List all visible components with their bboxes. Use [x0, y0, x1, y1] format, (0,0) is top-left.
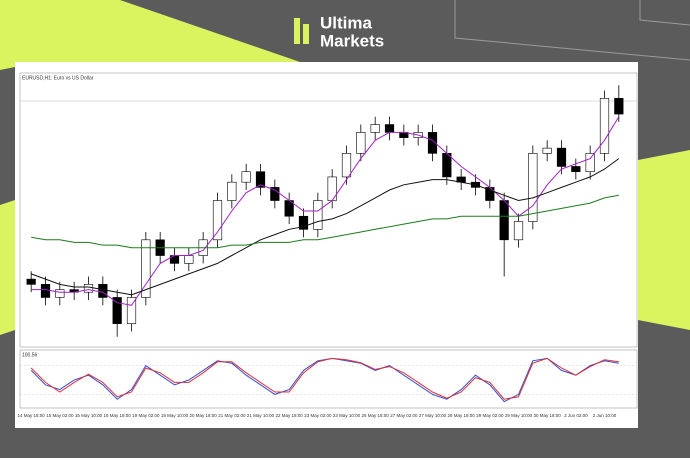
candle-body — [26, 278, 36, 285]
accent — [0, 200, 15, 335]
x-tick-label: 14 May 18:00 — [18, 413, 46, 418]
candle-body — [585, 153, 595, 173]
candle-body — [384, 124, 395, 133]
chart-title: EURUSD,H1: Euro vs US Dollar — [22, 75, 94, 81]
candle-body — [571, 166, 581, 173]
candle-body — [341, 153, 352, 178]
x-tick-label: 19 May 10:00 — [161, 413, 189, 418]
candle-body — [298, 215, 309, 230]
x-tick-label: 2 Jun 10:00 — [593, 413, 617, 418]
x-tick-label: 20 May 18:00 — [190, 413, 218, 418]
x-tick-label: 29 May 10:00 — [505, 413, 533, 418]
accent-cut — [120, 0, 300, 62]
candle-body — [227, 181, 237, 201]
candle-body — [112, 297, 122, 324]
candle-body — [513, 221, 524, 241]
x-tick-label: 26 May 18:00 — [362, 413, 390, 418]
x-tick-label: 23 May 10:00 — [333, 413, 361, 418]
accent — [638, 150, 690, 330]
accent — [0, 0, 40, 70]
x-tick-label: 21 May 10:00 — [247, 413, 275, 418]
candle-body — [270, 187, 280, 201]
candle-body — [528, 153, 538, 222]
candle-body — [98, 284, 108, 298]
candle-body — [212, 200, 223, 241]
x-tick-label: 28 May 18:00 — [448, 413, 476, 418]
candle-body — [542, 147, 552, 154]
candle-body — [370, 124, 380, 133]
indicator-line — [31, 194, 619, 249]
x-tick-label: 21 May 02:00 — [218, 413, 246, 418]
candle-body — [442, 153, 452, 178]
x-tick-label: 29 May 02:00 — [476, 413, 504, 418]
deco-line — [639, 0, 690, 26]
logo-mark — [294, 18, 300, 44]
indicator-line — [30, 357, 619, 400]
candle-body — [184, 255, 194, 264]
x-tick-label: 16 May 18:00 — [104, 413, 132, 418]
candle-body — [141, 239, 151, 298]
candle-body — [599, 98, 610, 154]
candle-body — [40, 284, 51, 298]
logo: Ultima Markets — [294, 13, 384, 50]
indicator-line — [31, 158, 620, 296]
price-frame — [19, 72, 638, 348]
logo-mark — [303, 24, 309, 44]
x-tick-label: 23 May 02:00 — [304, 413, 332, 418]
candle-body — [83, 284, 94, 293]
candle-body — [313, 200, 323, 230]
brand-name: Ultima — [320, 13, 373, 32]
x-tick-label: 27 May 02:00 — [390, 413, 418, 418]
x-tick-label: 19 May 02:00 — [132, 413, 160, 418]
x-tick-label: 27 May 10:00 — [419, 413, 447, 418]
stoch-title: 100.56 — [22, 352, 38, 358]
x-tick-label: 22 May 18:00 — [276, 413, 304, 418]
deco-line — [454, 0, 690, 61]
x-tick-label: 2 Jun 02:00 — [564, 413, 588, 418]
x-tick-label: 15 May 02:00 — [46, 413, 74, 418]
x-tick-label: 30 May 18:00 — [534, 413, 562, 418]
x-tick-label: 15 May 10:00 — [75, 413, 103, 418]
candle-body — [556, 147, 567, 167]
candle-body — [614, 98, 624, 115]
candle-body — [499, 200, 509, 241]
stoch-frame — [19, 349, 638, 409]
candle-body — [255, 171, 266, 188]
candle-body — [356, 132, 366, 154]
candle-body — [241, 171, 251, 183]
indicator-line — [31, 116, 620, 306]
brand-name: Markets — [320, 31, 384, 50]
candle-body — [55, 289, 65, 298]
candle-body — [427, 132, 438, 154]
candle-body — [126, 297, 137, 324]
